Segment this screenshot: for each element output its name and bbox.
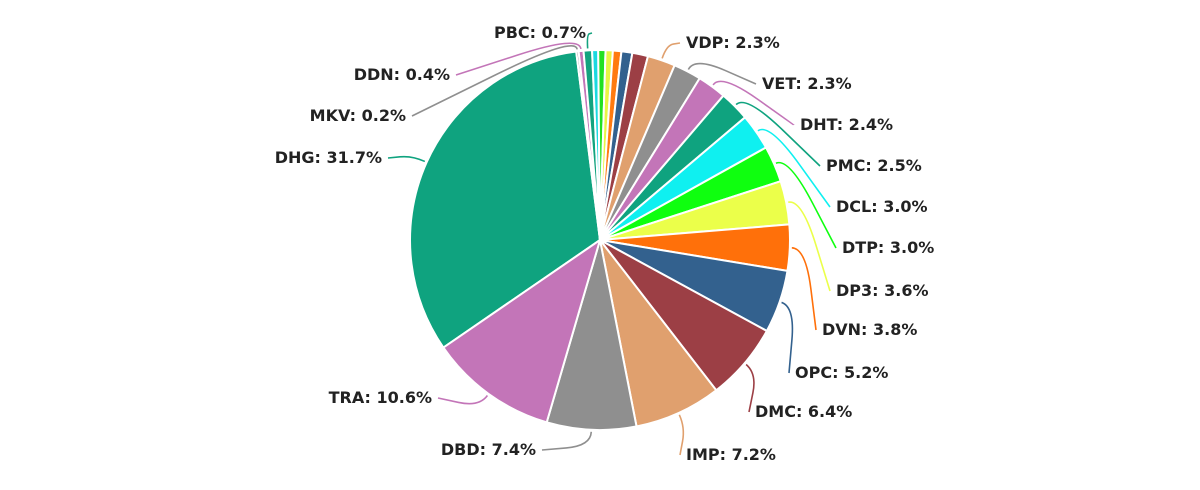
connector-dbd <box>541 431 593 451</box>
connector-dcl <box>757 128 831 208</box>
pie-slice-dhg <box>409 50 602 349</box>
data-label-vdp: VDP: 2.3% <box>686 33 780 52</box>
slices-layer <box>409 48 791 431</box>
data-label-dbd: DBD: 7.4% <box>441 440 536 459</box>
data-label-dp3: DP3: 3.6% <box>836 281 928 300</box>
connector-pmc <box>735 101 821 167</box>
pie-slice-tra <box>442 237 602 424</box>
connector-opc <box>781 301 794 374</box>
connectors-layer <box>387 32 837 456</box>
connector-tra <box>437 395 489 405</box>
connector-imp <box>678 414 685 456</box>
connector-dp3 <box>788 201 831 292</box>
connector-dht <box>712 80 795 126</box>
connector-pbc <box>586 32 593 49</box>
data-label-pbc: PBC: 0.7% <box>494 23 586 42</box>
data-label-tra: TRA: 10.6% <box>329 388 432 407</box>
connector-vdp <box>661 42 681 59</box>
data-label-opc: OPC: 5.2% <box>795 363 888 382</box>
data-label-dcl: DCL: 3.0% <box>836 197 928 216</box>
data-label-imp: IMP: 7.2% <box>686 445 776 464</box>
labels-layer: DHG: 31.7% MKV: 0.2% DDN: 0.4% PBC: 0.7% VDP… <box>275 23 935 464</box>
data-label-dht: DHT: 2.4% <box>800 115 893 134</box>
connector-ddn <box>455 42 582 76</box>
connector-dvn <box>791 246 817 331</box>
data-label-dvn: DVN: 3.8% <box>822 320 917 339</box>
connector-mkv <box>411 45 578 117</box>
data-label-dtp: DTP: 3.0% <box>842 238 934 257</box>
data-label-pmc: PMC: 2.5% <box>826 156 922 175</box>
connector-dmc <box>745 363 755 413</box>
data-label-dhg: DHG: 31.7% <box>275 148 382 167</box>
data-label-mkv: MKV: 0.2% <box>310 106 406 125</box>
data-label-vet: VET: 2.3% <box>762 74 852 93</box>
connector-dhg <box>387 155 426 163</box>
data-label-ddn: DDN: 0.4% <box>354 65 450 84</box>
connector-dtp <box>775 161 837 249</box>
data-label-dmc: DMC: 6.4% <box>755 402 852 421</box>
connector-vet <box>687 62 757 85</box>
